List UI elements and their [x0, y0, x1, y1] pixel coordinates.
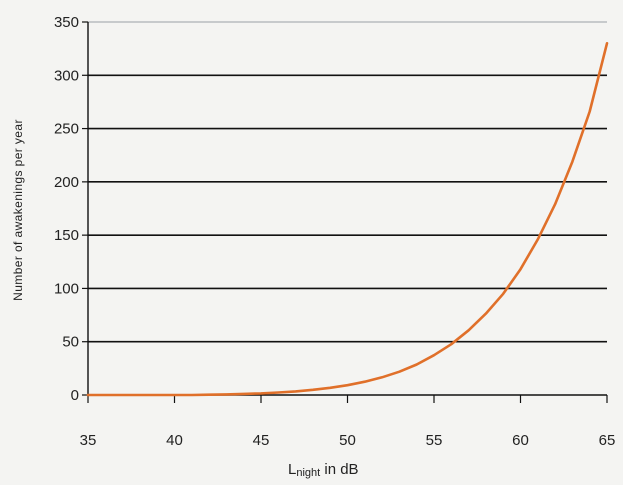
x-tick-label-45: 45 — [253, 432, 270, 449]
y-tick-label-150: 150 — [54, 227, 79, 244]
awakenings-curve — [86, 42, 609, 397]
y-tick-label-350: 350 — [54, 14, 79, 31]
y-tick-label-200: 200 — [54, 174, 79, 191]
x-tick-label-55: 55 — [426, 432, 443, 449]
y-tick-label-300: 300 — [54, 67, 79, 84]
gridlines — [82, 21, 608, 403]
x-tick-label-65: 65 — [599, 432, 616, 449]
x-axis-label-main: L — [288, 461, 296, 478]
x-axis-label-subscript: night — [296, 467, 320, 479]
y-tick-label-50: 50 — [62, 334, 79, 351]
x-tick-label-50: 50 — [339, 432, 356, 449]
x-axis-label-unit: in dB — [320, 461, 358, 478]
x-tick-label-40: 40 — [166, 432, 183, 449]
y-tick-label-0: 0 — [71, 387, 79, 404]
x-tick-label-60: 60 — [512, 432, 529, 449]
x-tick-label-35: 35 — [80, 432, 97, 449]
x-axis-tick-labels: 35 40 45 50 55 60 65 — [80, 432, 616, 449]
x-axis-label: Lnight in dB — [288, 461, 359, 479]
y-tick-label-100: 100 — [54, 280, 79, 297]
y-axis-tick-labels: 0 50 100 150 200 250 300 350 — [54, 14, 79, 404]
y-tick-label-250: 250 — [54, 121, 79, 138]
y-axis-label: Number of awakenings per year — [11, 119, 25, 301]
